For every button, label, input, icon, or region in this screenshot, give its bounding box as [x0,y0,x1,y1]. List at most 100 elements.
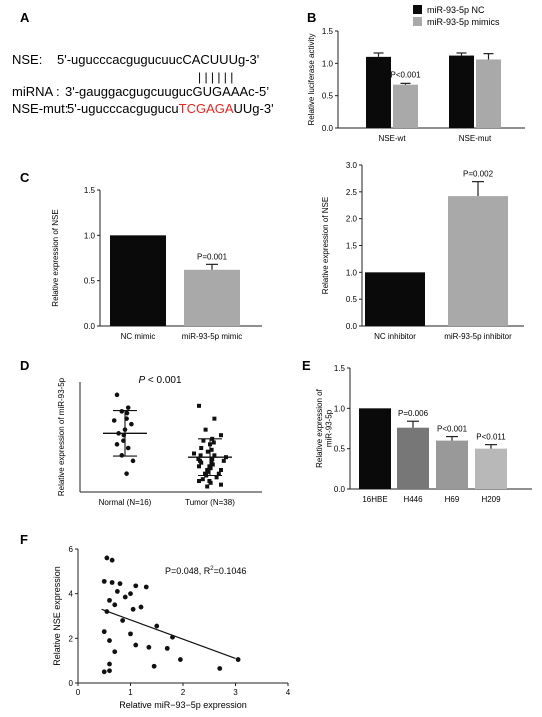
y-axis-label: Relative NSE expression [52,566,62,666]
bar [436,440,468,489]
data-point [146,644,152,650]
data-point [124,410,130,416]
legend-swatch [413,5,422,14]
y-tick-label: 1.0 [334,404,346,413]
p-value-annotation: P<0.001 [437,425,468,434]
data-point [208,480,213,485]
bar [475,448,507,489]
data-point [114,392,120,398]
data-point [235,657,241,662]
y-tick-label: 2.0 [346,215,358,224]
data-point [119,453,125,458]
data-point [124,471,129,476]
panel-label-f: F [20,532,28,547]
data-point [111,418,117,423]
data-point [112,602,118,608]
data-point [216,471,221,476]
x-tick-label: 16HBE [362,495,387,504]
data-point [112,649,118,655]
x-tick-label: H209 [481,495,501,504]
x-tick-label: NC mimic [121,332,156,341]
data-point [107,661,112,667]
bar [449,55,474,128]
nse-sequence: 5'-ugucccacgugucuucCACUUUg-3' [57,52,259,67]
panel-label-c: C [20,170,30,185]
data-point [128,631,133,637]
data-point [205,449,210,454]
x-tick-label: 1 [128,688,133,697]
data-point [107,597,112,603]
panel-label-e: E [302,358,311,373]
data-point [154,623,160,629]
x-tick-label: Tumor (N=38) [185,498,235,507]
data-point [109,557,115,563]
data-point [117,581,123,587]
y-tick-label: 2.5 [346,188,358,197]
data-point [101,669,107,675]
y-tick-label: 0.5 [322,92,334,101]
correlation-annotation: P=0.048, R2=0.1046 [165,566,246,576]
x-tick-label: miR-93-5p mimic [182,332,242,341]
data-point [209,447,214,452]
data-point [199,446,204,450]
data-point [212,453,217,458]
chart-f-correlation: 0 1 2 3 4 0 2 4 6 Relative miR−93−5p expression Re… [52,545,291,710]
data-point [125,445,131,451]
data-point [128,591,133,597]
data-point [197,479,201,483]
chart-c-inhibitor: 0.0 0.5 1.0 1.5 2.0 2.5 3.0 Relative expression… [321,161,524,341]
y-axis-label: Relative expression ofmiR-93-5p [315,388,334,467]
data-point [199,460,204,465]
data-point [101,578,107,584]
y-tick-label: 0.5 [84,277,96,286]
data-point [203,427,208,432]
y-axis-label: Relative luciferase activity [307,33,316,125]
nse-label: NSE: [12,52,42,67]
data-point [205,484,210,489]
data-point [219,468,223,472]
p-value-annotation: P=0.001 [197,252,228,261]
p-value-annotation: P < 0.001 [138,375,182,386]
y-axis-label: Relative expression of miR-93-5p [57,377,66,496]
data-point [221,458,226,463]
x-tick-label: NSE-wt [378,134,406,143]
mirna-sequence: 3'-gauggacgugcuugucGUGAAAc-5’ [65,84,269,99]
data-point [208,466,213,471]
nse-mut-sequence: 5'-ugucccacgugucuTCGAGAUUg-3' [67,101,274,116]
bar [366,56,391,128]
data-point [101,629,107,635]
data-point [210,457,215,461]
y-tick-label: 3.0 [346,161,358,170]
data-point [170,634,175,640]
data-point [119,409,125,414]
data-point [198,453,203,458]
sequence-alignment: NSE: 5'-ugucccacgugucuucCACUUUg-3' | | |… [12,52,274,116]
x-tick-label: NSE-mut [459,134,492,143]
x-tick-label: miR-93-5p inhibitor [444,332,512,341]
data-point [210,462,215,467]
panel-label-d: D [20,358,29,373]
data-point [114,589,120,594]
x-tick-label: 3 [233,688,238,697]
bar [448,196,508,326]
legend-label: miR-93-5p mimics [427,17,500,27]
p-value-annotation: P=0.002 [463,170,494,179]
data-point [214,475,219,480]
x-tick-label: 4 [286,688,291,697]
data-point [164,645,170,651]
data-point [138,604,144,610]
bar [359,408,391,489]
data-point [219,433,223,438]
bar [397,427,429,489]
data-point [133,642,139,648]
data-point [107,638,112,643]
y-tick-label: 1.5 [334,364,346,373]
x-axis-label: Relative miR−93−5p expression [119,700,247,710]
data-point [177,657,183,662]
data-point [219,482,223,487]
panel-label-b: B [307,10,316,25]
chart-c-mimic: 0.0 0.5 1.0 1.5 Relative expression of NSE NC… [51,186,262,341]
y-tick-label: 2 [69,634,74,643]
y-tick-label: 0.5 [346,295,358,304]
